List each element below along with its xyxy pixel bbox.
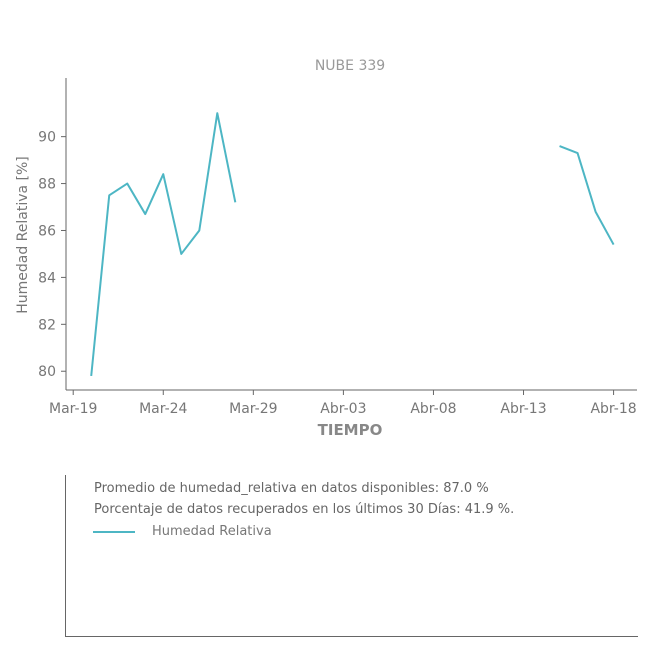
x-tick-label: Abr-13 <box>500 401 546 417</box>
info-box-left-border <box>65 475 66 637</box>
y-tick-label: 88 <box>38 177 56 193</box>
chart-title: NUBE 339 <box>315 58 385 74</box>
y-tick-label: 86 <box>38 223 56 239</box>
line-chart: NUBE 339 TIEMPO Humedad Relativa [%] 80 8… <box>15 58 637 439</box>
legend: Humedad Relativa <box>93 524 272 539</box>
series-line-segment <box>559 145 615 246</box>
x-tick-label: Mar-19 <box>49 401 97 417</box>
x-tick-label: Mar-24 <box>139 401 187 417</box>
y-tick-label: 80 <box>38 364 56 380</box>
x-tick-label: Mar-29 <box>229 401 277 417</box>
x-tick-label: Abr-08 <box>410 401 456 417</box>
x-tick-label: Abr-18 <box>590 401 636 417</box>
info-box-bottom-border <box>65 636 638 637</box>
series-line-segment <box>90 112 237 377</box>
x-axis-label: TIEMPO <box>318 421 383 439</box>
legend-label: Humedad Relativa <box>152 524 272 539</box>
average-text: Promedio de humedad_relativa en datos di… <box>94 481 489 496</box>
recovered-percentage-text: Porcentaje de datos recuperados en los ú… <box>94 502 515 517</box>
y-tick-label: 82 <box>38 317 56 333</box>
y-tick-label: 84 <box>38 270 56 286</box>
x-tick-label: Abr-03 <box>320 401 366 417</box>
y-axis-label: Humedad Relativa [%] <box>15 156 31 314</box>
legend-line-swatch <box>93 530 135 533</box>
y-tick-label: 90 <box>38 130 56 146</box>
